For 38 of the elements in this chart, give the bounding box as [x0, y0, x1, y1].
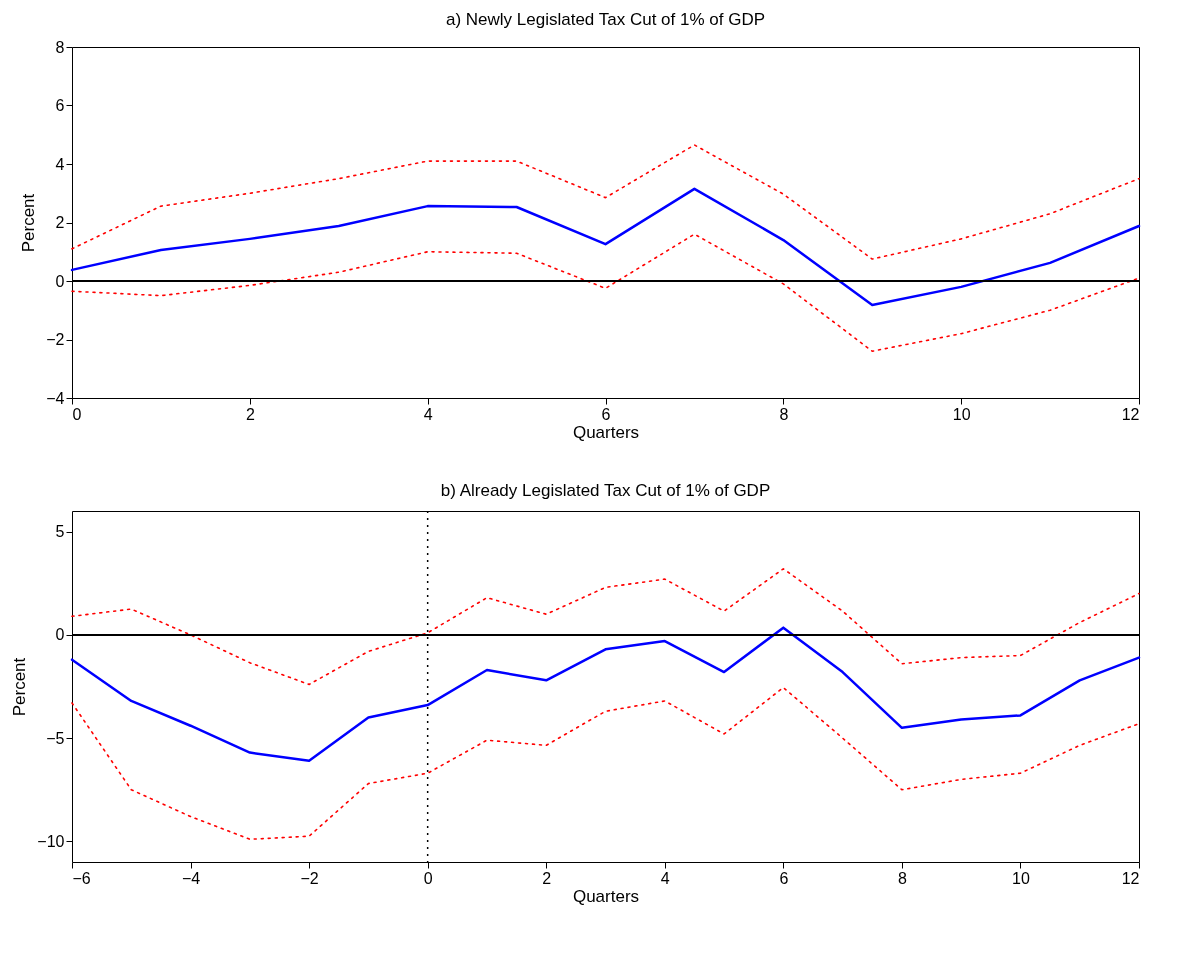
line-series	[70, 626, 1141, 763]
y-tick-label: −5	[46, 729, 65, 747]
y-tick-label: 2	[55, 214, 65, 231]
y-tick-label: −4	[46, 389, 65, 407]
x-tick-label: 8	[779, 405, 789, 423]
y-tick-label: −2	[46, 331, 65, 348]
x-tick-label: 0	[423, 869, 433, 887]
x-tick-label: 10	[952, 405, 971, 423]
x-tick-label: −6	[72, 869, 91, 887]
y-axis-title: Percent	[10, 657, 30, 717]
y-tick-label: 8	[55, 38, 65, 56]
x-tick-label: 12	[1121, 405, 1140, 423]
y-tick-label: 4	[55, 155, 65, 173]
y-axis-title: Percent	[19, 193, 39, 253]
chart-title: a) Newly Legislated Tax Cut of 1% of GDP	[445, 10, 766, 29]
x-axis-title: Quarters	[572, 886, 640, 906]
x-tick-label: 6	[601, 405, 611, 423]
line-series	[70, 187, 1141, 307]
x-tick-label: 2	[542, 869, 552, 887]
x-tick-label: −2	[300, 869, 319, 887]
x-tick-label: 0	[72, 405, 82, 423]
x-tick-label: 2	[245, 405, 255, 423]
x-tick-label: 12	[1121, 869, 1140, 887]
line-series	[71, 144, 1140, 260]
y-tick-label: 6	[55, 97, 65, 114]
y-tick-label: −10	[37, 832, 65, 850]
y-tick-label: 5	[55, 523, 65, 541]
x-tick-label: 6	[779, 869, 789, 887]
chart-title: b) Already Legislated Tax Cut of 1% of GDP	[440, 481, 771, 501]
x-axis-title: Quarters	[572, 422, 640, 442]
x-tick-label: 10	[1012, 869, 1030, 887]
y-tick-label: 0	[55, 272, 65, 290]
x-tick-label: 8	[897, 869, 907, 887]
y-tick-label: 0	[55, 626, 65, 644]
x-tick-label: 4	[660, 869, 670, 887]
x-tick-label: −4	[181, 869, 201, 887]
x-tick-label: 4	[423, 405, 433, 423]
line-series	[71, 686, 1140, 841]
